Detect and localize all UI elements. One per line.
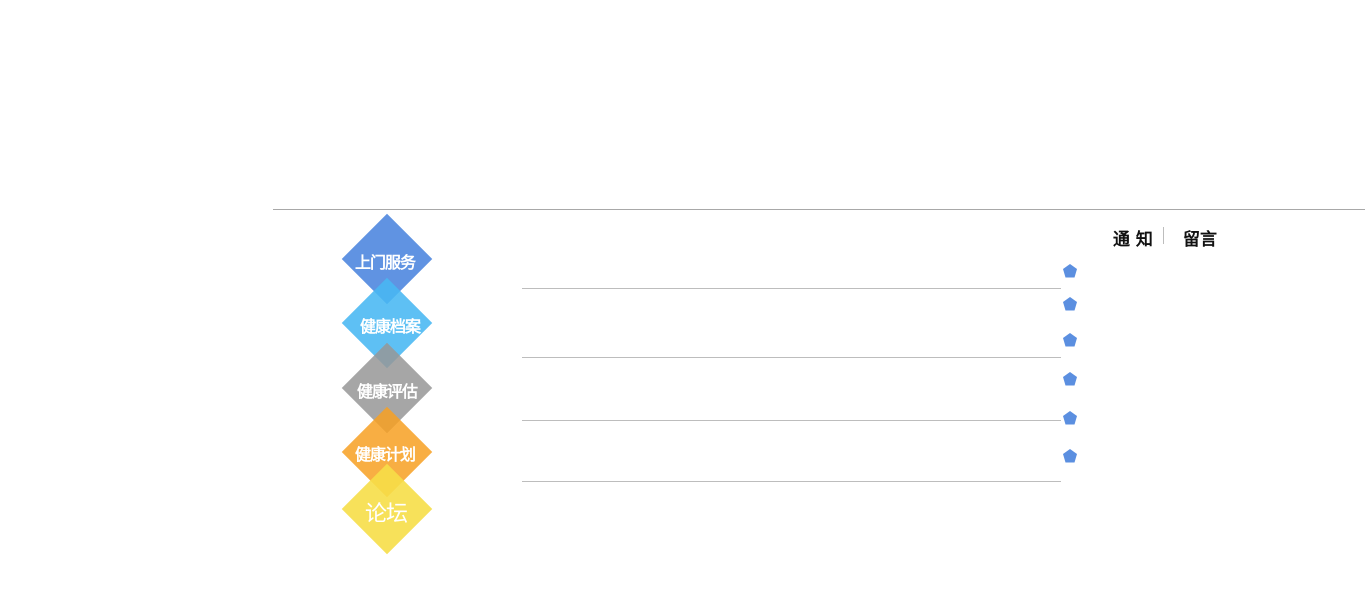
pentagon-bullet-icon [1063, 297, 1077, 311]
nav-label-home-service[interactable]: 上门服务 [354, 253, 416, 272]
pentagon-bullet-icon [1063, 411, 1077, 425]
header-divider [273, 209, 1365, 210]
content-divider [522, 357, 1061, 358]
content-divider [522, 481, 1061, 482]
content-divider [522, 420, 1061, 421]
tab-notice[interactable]: 通 知 [1113, 230, 1153, 250]
tab-separator [1163, 227, 1164, 244]
nav-label-health-record[interactable]: 健康档案 [359, 317, 421, 336]
tab-message[interactable]: 留言 [1183, 230, 1217, 250]
nav-label-forum[interactable]: 论坛 [364, 502, 408, 527]
pentagon-bullet-icon [1063, 333, 1077, 347]
pentagon-bullet-icon [1063, 449, 1077, 463]
nav-label-health-plan[interactable]: 健康计划 [354, 445, 416, 464]
content-divider [522, 288, 1061, 289]
nav-label-health-assessment[interactable]: 健康评估 [356, 382, 418, 401]
pentagon-bullet-icon [1063, 372, 1077, 386]
pentagon-bullet-icon [1063, 264, 1077, 278]
